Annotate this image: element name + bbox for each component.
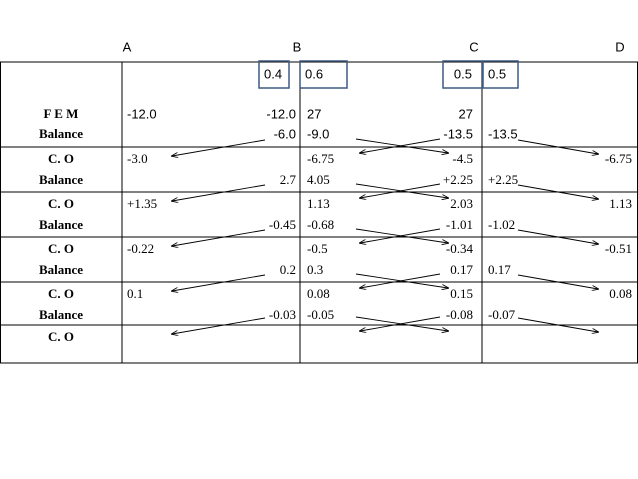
arrow [172, 184, 266, 201]
cell-value: 27 [459, 106, 473, 121]
arrow [172, 317, 266, 334]
cell-value: -1.02 [488, 217, 515, 232]
arrow [517, 139, 598, 154]
cell-value: -0.51 [605, 241, 632, 256]
cell-value: 0.17 [450, 262, 473, 277]
cell-value: -6.0 [274, 126, 296, 141]
column-header: C [469, 39, 478, 54]
cell-value: 0.08 [307, 286, 330, 301]
cell-value: -12.0 [127, 106, 157, 121]
row-label: Balance [39, 307, 83, 322]
cell-value: -0.34 [446, 241, 474, 256]
cell-value: -0.5 [307, 241, 328, 256]
cell-value: 27 [307, 106, 321, 121]
arrow [355, 273, 448, 288]
cell-value: 1.13 [609, 196, 632, 211]
cell-value: -6.75 [307, 151, 334, 166]
row-label: F E M [44, 106, 79, 121]
cell-value: 0.17 [488, 262, 511, 277]
arrow [517, 184, 598, 199]
cell-value: -0.45 [269, 217, 296, 232]
distribution-factor: 0.5 [488, 66, 506, 81]
row-label: C. O [48, 196, 74, 211]
row-label: Balance [39, 172, 83, 187]
arrow [355, 316, 448, 331]
arrow [517, 274, 598, 289]
distribution-factor: 0.4 [264, 66, 282, 81]
cell-value: 0.1 [127, 286, 143, 301]
row-label: C. O [48, 241, 74, 256]
cell-value: 1.13 [307, 196, 330, 211]
cell-value: +2.25 [443, 172, 473, 187]
arrow [172, 139, 266, 156]
arrow [172, 274, 266, 291]
row-label: C. O [48, 329, 74, 344]
cell-value: 4.05 [307, 172, 330, 187]
row-label: Balance [39, 262, 83, 277]
arrow [517, 317, 598, 332]
column-header: D [615, 39, 624, 54]
cell-value: 0.15 [450, 286, 473, 301]
arrow [172, 229, 266, 246]
row-label: Balance [39, 126, 83, 141]
cell-value: 0.08 [609, 286, 632, 301]
cell-value: +1.35 [127, 196, 157, 211]
cell-value: 0.2 [280, 262, 296, 277]
row-label: C. O [48, 151, 74, 166]
df-boxes [258, 60, 519, 89]
cell-value: -4.5 [452, 151, 473, 166]
arrow [355, 138, 448, 153]
cell-value: -6.75 [605, 151, 632, 166]
cell-value: 2.03 [450, 196, 473, 211]
cell-value: -0.07 [488, 307, 516, 322]
row-label: C. O [48, 286, 74, 301]
column-header: A [123, 39, 132, 54]
column-header: B [293, 39, 302, 54]
cell-value: -13.5 [488, 126, 518, 141]
cell-value: -3.0 [127, 151, 148, 166]
cell-value: -13.5 [443, 126, 473, 141]
distribution-factor: 0.5 [454, 66, 472, 81]
cell-value: 2.7 [280, 172, 297, 187]
arrow [355, 228, 448, 243]
arrow [355, 183, 448, 198]
cell-value: -1.01 [446, 217, 473, 232]
arrow [517, 229, 598, 244]
cell-value: -12.0 [266, 106, 296, 121]
cell-value: -0.08 [446, 307, 473, 322]
cell-value: 0.3 [307, 262, 323, 277]
cell-value: -9.0 [307, 126, 329, 141]
cell-value: +2.25 [488, 172, 518, 187]
row-label: Balance [39, 217, 83, 232]
cell-value: -0.05 [307, 307, 334, 322]
carry-over-arrows [172, 138, 598, 334]
cell-value: -0.22 [127, 241, 154, 256]
distribution-factor: 0.6 [305, 66, 323, 81]
cell-value: -0.68 [307, 217, 334, 232]
cell-value: -0.03 [269, 307, 296, 322]
